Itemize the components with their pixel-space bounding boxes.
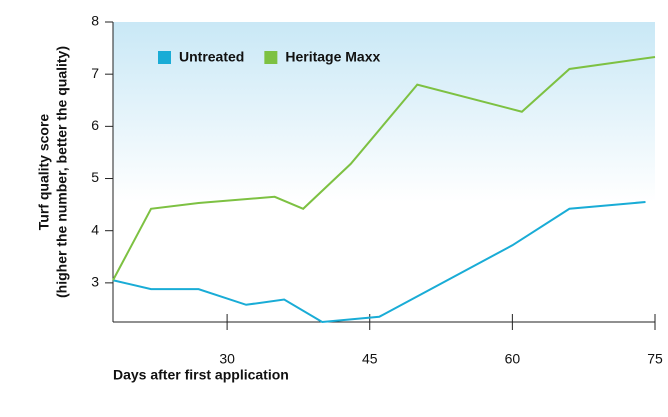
legend-swatch	[158, 51, 171, 64]
x-tick-label: 45	[362, 351, 378, 367]
legend-label: Heritage Maxx	[285, 49, 380, 65]
legend-swatch	[264, 51, 278, 64]
x-tick-label: 75	[647, 351, 663, 367]
plot-background	[113, 22, 655, 322]
y-tick-label: 3	[91, 274, 99, 290]
y-tick-label: 4	[91, 221, 99, 237]
y-axis-label: Turf quality score (higher the number, b…	[36, 46, 70, 298]
line	[112, 55, 656, 281]
y-tick-label: 7	[91, 65, 99, 81]
line	[112, 201, 646, 324]
y-tick-label: 6	[91, 117, 99, 133]
x-tick-label: 30	[219, 351, 235, 367]
y-tick-label: 8	[91, 13, 99, 29]
y-tick-label: 5	[91, 169, 99, 185]
y-axis-label-line: (higher the number, better the quality)	[54, 46, 70, 298]
y-axis-label-line: Turf quality score	[36, 114, 52, 231]
x-tick-label: 60	[505, 351, 521, 367]
x-axis-label: Days after first application	[113, 367, 289, 383]
legend-label: Untreated	[179, 49, 244, 65]
